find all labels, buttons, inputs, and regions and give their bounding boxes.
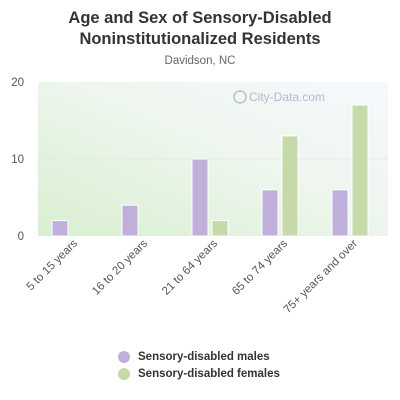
bar-males <box>191 158 209 237</box>
bar-females <box>211 220 229 237</box>
legend-label-females: Sensory-disabled females <box>138 368 280 380</box>
watermark: City-Data.com <box>233 90 325 104</box>
x-tick-label: 5 to 15 years <box>25 237 81 293</box>
bar-males <box>331 189 349 237</box>
chart-subtitle: Davidson, NC <box>164 55 236 67</box>
legend-item-males: Sensory-disabled males <box>118 349 280 365</box>
legend-label-males: Sensory-disabled males <box>138 351 270 363</box>
x-tick-label: 21 to 64 years <box>160 237 220 297</box>
bar-males <box>121 204 139 237</box>
watermark-icon <box>233 90 247 104</box>
bar-females <box>281 135 299 237</box>
chart-title-line2: Noninstitutionalized Residents <box>79 30 321 48</box>
legend-swatch-females <box>118 368 130 380</box>
chart-title-line1: Age and Sex of Sensory-Disabled <box>68 9 332 27</box>
bar-males <box>261 189 279 237</box>
x-tick-label: 75+ years and over <box>282 238 360 316</box>
bar-females <box>351 104 369 237</box>
y-tick-label: 0 <box>18 231 24 243</box>
x-tick-label: 65 to 74 years <box>230 237 290 297</box>
bar-males <box>51 220 69 237</box>
chart-title: Age and Sex of Sensory-Disabled Noninsti… <box>0 8 400 50</box>
y-tick-label: 20 <box>11 77 24 89</box>
watermark-text: City-Data.com <box>249 90 325 104</box>
x-tick-label: 16 to 20 years <box>90 237 150 297</box>
legend-item-females: Sensory-disabled females <box>118 366 280 382</box>
legend: Sensory-disabled males Sensory-disabled … <box>118 349 280 383</box>
y-tick-label: 10 <box>11 154 24 166</box>
legend-swatch-males <box>118 351 130 363</box>
